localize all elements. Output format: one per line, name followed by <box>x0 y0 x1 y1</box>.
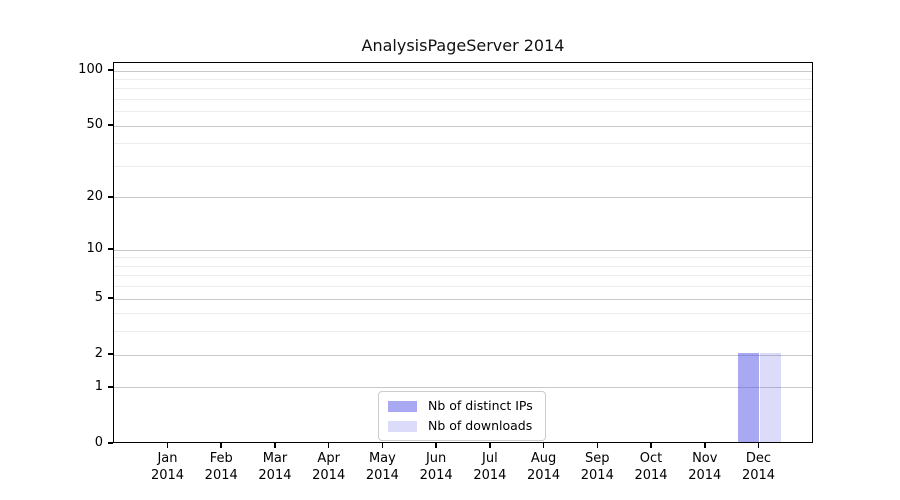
minor-gridline <box>114 331 812 333</box>
y-tick-mark <box>108 442 113 444</box>
minor-gridline <box>114 257 812 259</box>
x-tick-month: Jul <box>482 451 498 466</box>
y-tick-mark <box>108 124 113 126</box>
legend-label-distinct-ips: Nb of distinct IPs <box>428 398 533 413</box>
y-tick-label: 20 <box>86 188 103 204</box>
y-tick-label: 5 <box>94 290 103 306</box>
x-tick-month: Oct <box>639 451 663 466</box>
y-tick-label: 10 <box>86 241 103 257</box>
legend-entry-distinct-ips: Nb of distinct IPs <box>388 399 536 413</box>
y-tick-mark <box>108 386 113 388</box>
x-tick-month: Jun <box>425 451 447 466</box>
x-tick-mark <box>650 443 652 448</box>
y-tick-label: 0 <box>94 435 103 450</box>
major-gridline <box>114 354 812 356</box>
x-tick-month: Mar <box>262 451 288 466</box>
x-tick-year: 2014 <box>204 468 238 483</box>
y-tick-label: 50 <box>86 117 103 133</box>
major-gridline <box>114 249 812 251</box>
minor-gridline <box>114 78 812 80</box>
x-tick-month: Aug <box>530 451 557 466</box>
major-gridline <box>114 197 812 199</box>
x-tick-month: Nov <box>692 451 718 466</box>
x-tick-mark <box>327 443 330 448</box>
y-tick-mark <box>108 248 113 250</box>
plot-area: Nb of distinct IPs Nb of downloads <box>113 62 813 443</box>
legend: Nb of distinct IPs Nb of downloads <box>378 391 546 441</box>
x-tick-mark <box>435 443 437 448</box>
legend-entry-downloads: Nb of downloads <box>388 419 536 433</box>
x-tick-mark <box>220 443 222 448</box>
x-tick-label: Sep 2014 <box>557 450 637 484</box>
x-tick-year: 2014 <box>580 468 614 483</box>
legend-label-downloads: Nb of downloads <box>428 418 533 433</box>
x-tick-month: Jan <box>157 451 178 466</box>
x-tick-label: Aug 2014 <box>504 450 584 484</box>
x-tick-label: Jul 2014 <box>450 450 530 484</box>
major-gridline <box>114 70 812 72</box>
x-tick-month: Dec <box>745 451 772 466</box>
x-tick-year: 2014 <box>419 468 453 483</box>
x-tick-year: 2014 <box>741 468 776 483</box>
y-tick-label: 1 <box>94 378 103 394</box>
legend-swatch-downloads <box>388 420 417 432</box>
x-tick-year: 2014 <box>365 468 399 483</box>
x-tick-mark <box>489 443 491 448</box>
x-tick-label: Feb 2014 <box>181 450 261 484</box>
x-tick-mark <box>166 443 169 448</box>
minor-gridline <box>114 143 812 145</box>
bar-nb-of-distinct-ips <box>738 353 760 442</box>
x-tick-label: Apr 2014 <box>289 450 369 484</box>
y-tick-mark <box>108 297 113 299</box>
minor-gridline <box>114 98 812 100</box>
x-tick-label: May 2014 <box>342 450 422 484</box>
chart-title: AnalysisPageServer 2014 <box>361 36 565 55</box>
x-tick-month: May <box>368 451 396 466</box>
x-tick-label: Nov 2014 <box>665 450 745 484</box>
minor-gridline <box>114 313 812 315</box>
x-tick-mark <box>757 443 760 448</box>
x-tick-year: 2014 <box>312 468 346 483</box>
minor-gridline <box>114 111 812 113</box>
bar-nb-of-downloads <box>759 353 781 442</box>
x-tick-year: 2014 <box>258 468 292 483</box>
y-tick-label: 100 <box>78 62 103 77</box>
x-tick-year: 2014 <box>150 468 185 483</box>
minor-gridline <box>114 165 812 167</box>
x-tick-month: Sep <box>585 451 610 466</box>
x-tick-label: Mar 2014 <box>235 450 315 484</box>
x-tick-mark <box>274 443 276 448</box>
x-tick-year: 2014 <box>527 468 561 483</box>
x-tick-mark <box>381 443 384 448</box>
x-tick-month: Apr <box>317 451 340 466</box>
y-tick-label: 2 <box>94 346 103 362</box>
x-tick-label: Oct 2014 <box>611 450 691 484</box>
major-gridline <box>114 125 812 127</box>
y-tick-mark <box>108 69 113 71</box>
x-tick-mark <box>704 443 706 448</box>
x-tick-label: Jan 2014 <box>128 450 208 484</box>
minor-gridline <box>114 275 812 277</box>
x-tick-mark <box>542 443 545 448</box>
minor-gridline <box>114 265 812 267</box>
major-gridline <box>114 387 812 389</box>
x-tick-label: Dec 2014 <box>719 450 799 484</box>
major-gridline <box>114 298 812 300</box>
minor-gridline <box>114 88 812 90</box>
minor-gridline <box>114 286 812 288</box>
legend-swatch-distinct-ips <box>388 400 417 412</box>
y-tick-mark <box>108 353 113 355</box>
x-tick-mark <box>596 443 599 448</box>
x-tick-year: 2014 <box>634 468 668 483</box>
x-tick-month: Feb <box>209 451 233 466</box>
x-tick-year: 2014 <box>688 468 722 483</box>
x-tick-label: Jun 2014 <box>396 450 476 484</box>
y-tick-mark <box>108 196 113 198</box>
x-tick-year: 2014 <box>473 468 507 483</box>
